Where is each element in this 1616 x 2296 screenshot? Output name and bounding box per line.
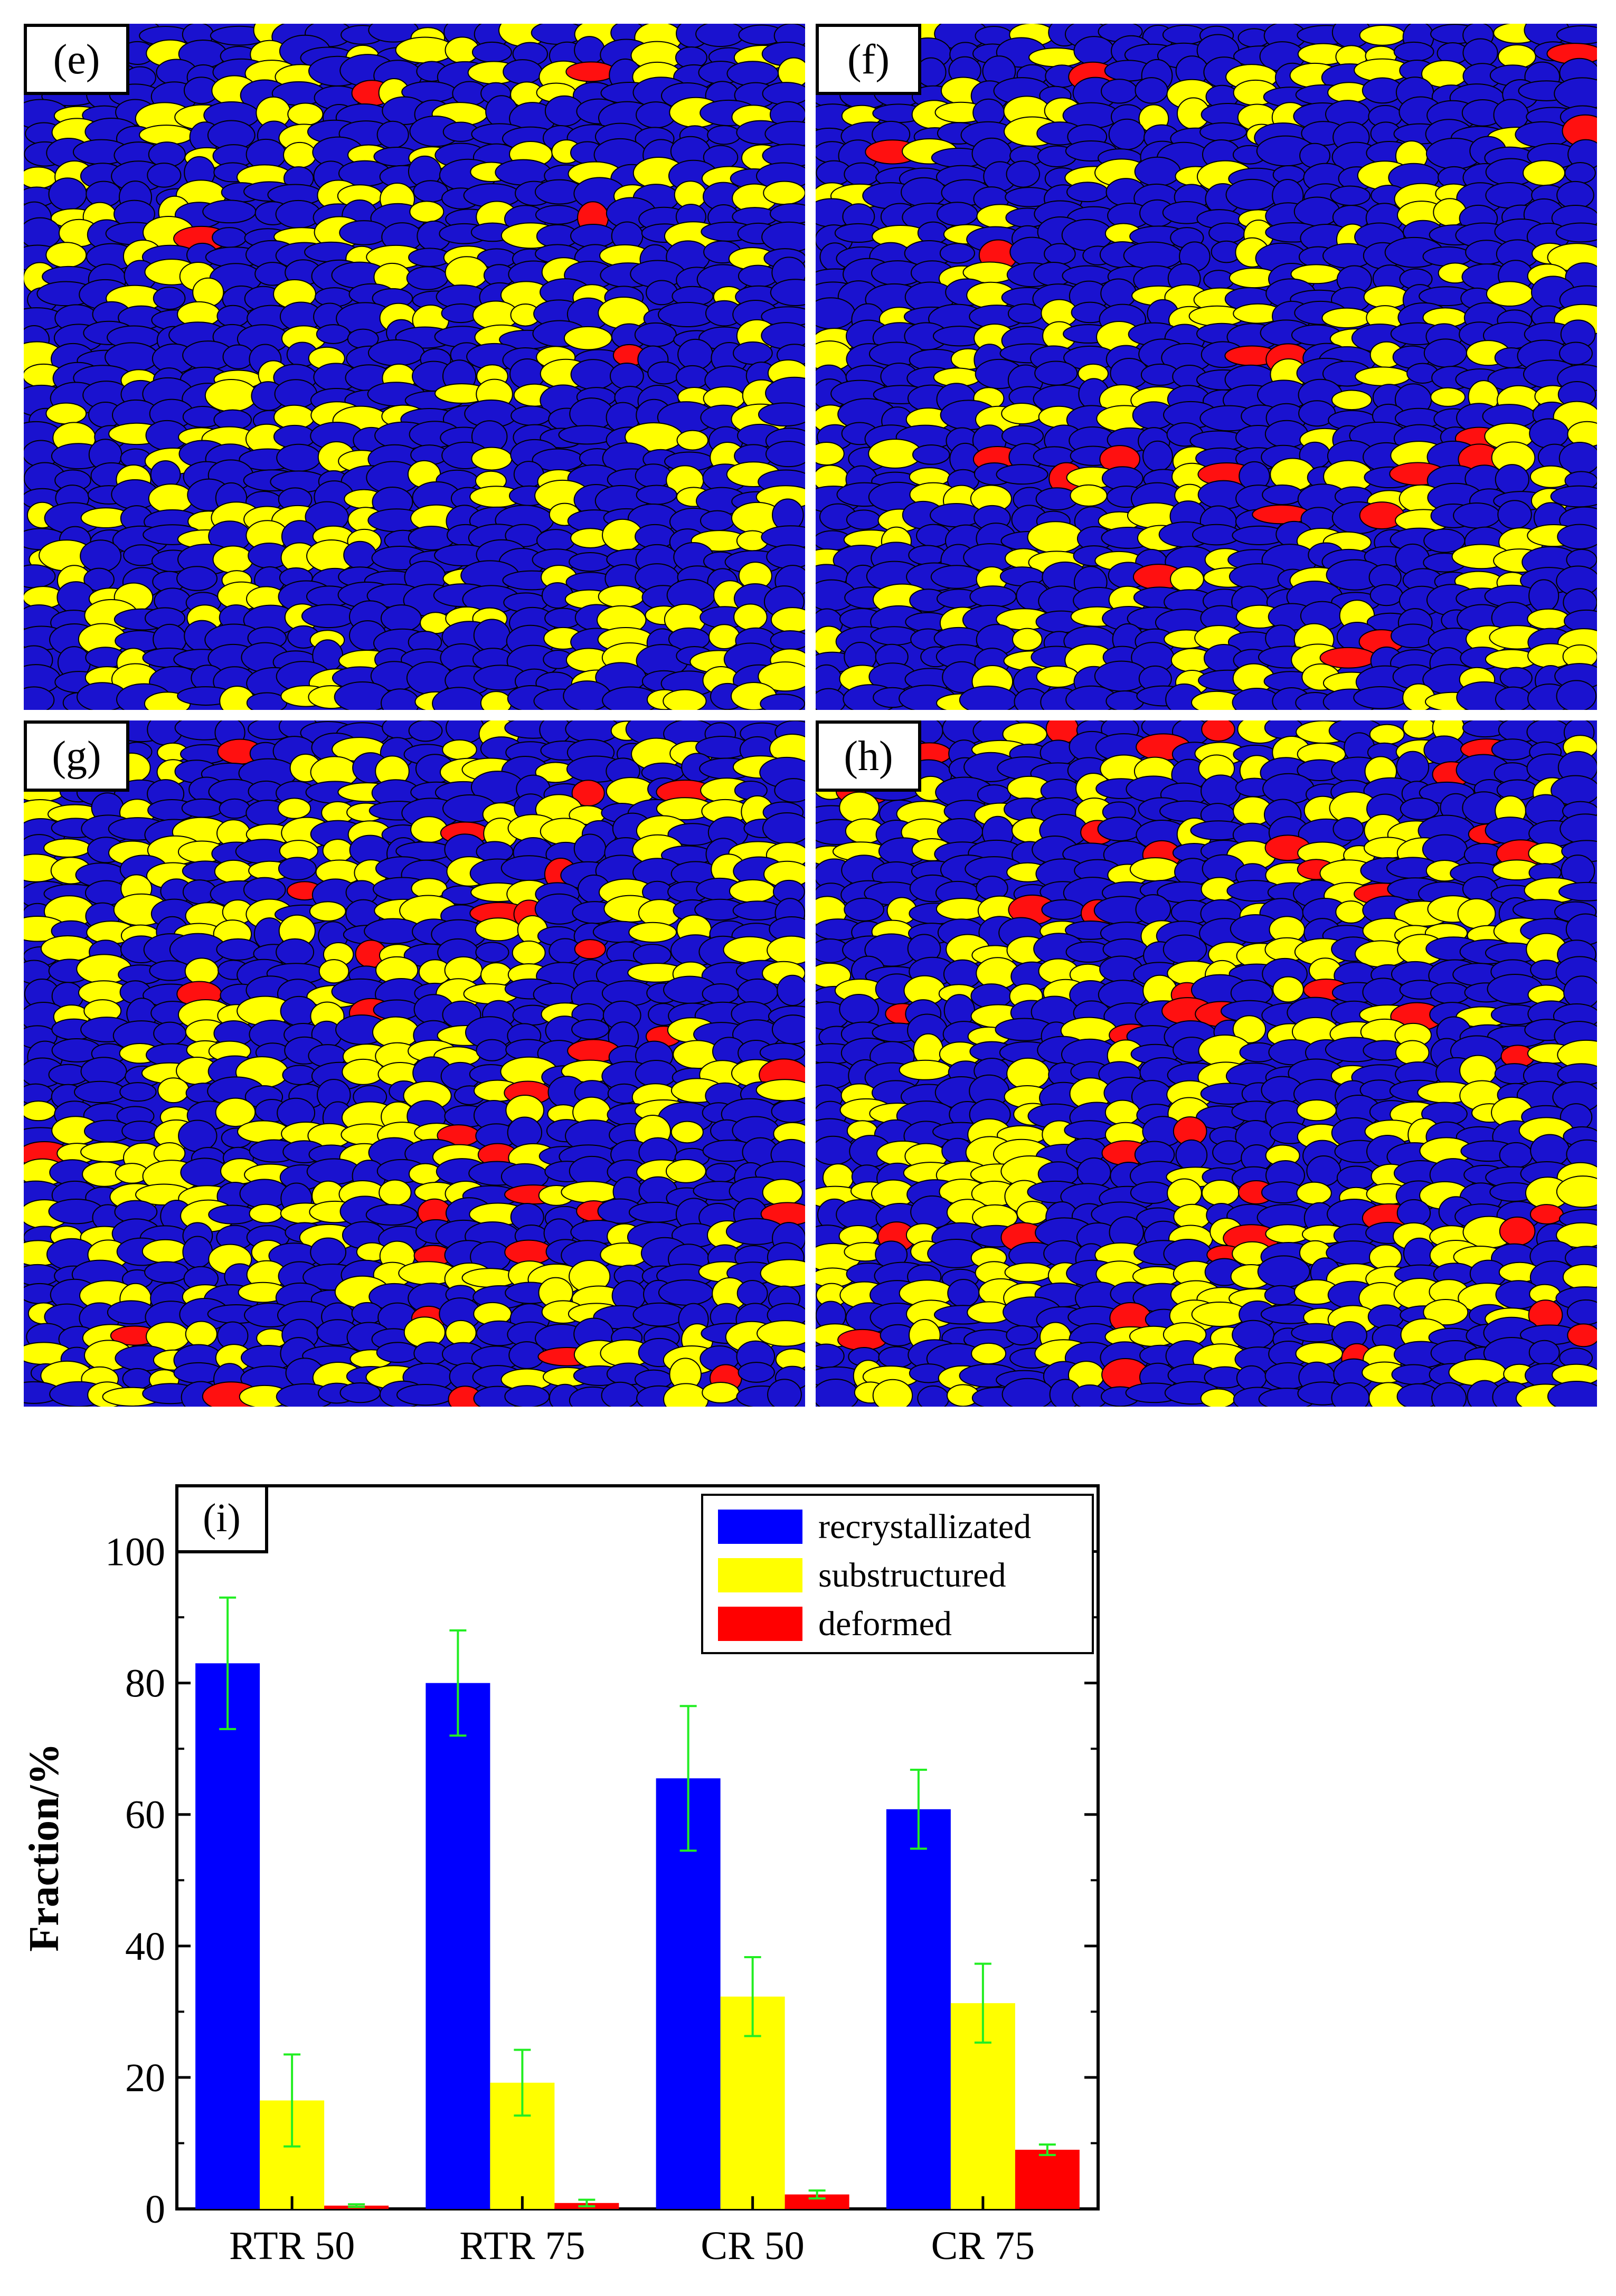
map-h-graphic bbox=[816, 720, 1597, 1407]
y-tick-label: 100 bbox=[105, 1530, 165, 1574]
x-tick-label: RTR 50 bbox=[229, 2224, 355, 2268]
y-tick-label: 40 bbox=[125, 1924, 165, 1969]
bar-recrystallizated-RTR-50 bbox=[195, 1663, 260, 2209]
bar-deformed-CR-75 bbox=[1015, 2149, 1080, 2209]
panel-label-i: (i) bbox=[203, 1496, 241, 1540]
map-panel-f: (f) bbox=[816, 24, 1597, 710]
bar-recrystallizated-CR-75 bbox=[886, 1809, 951, 2209]
legend-label-deformed: deformed bbox=[818, 1605, 952, 1643]
map-panel-e: (e) bbox=[24, 24, 805, 710]
y-tick-label: 80 bbox=[125, 1662, 165, 1706]
legend-swatch-substructured bbox=[718, 1558, 802, 1592]
legend-swatch-deformed bbox=[718, 1607, 802, 1641]
map-e-graphic bbox=[24, 24, 805, 710]
y-tick-label: 20 bbox=[125, 2056, 165, 2100]
x-tick-label: RTR 75 bbox=[459, 2224, 585, 2268]
legend-swatch-recrystallizated bbox=[718, 1510, 802, 1544]
map-panel-h: (h) bbox=[816, 720, 1597, 1407]
panel-label-e: (e) bbox=[24, 24, 129, 95]
y-tick-label: 60 bbox=[125, 1793, 165, 1837]
legend-label-substructured: substructured bbox=[818, 1556, 1006, 1595]
panel-label-h: (h) bbox=[816, 720, 921, 792]
map-f-graphic bbox=[816, 24, 1597, 710]
bar-recrystallizated-RTR-75 bbox=[426, 1683, 490, 2209]
legend-label-recrystallizated: recrystallizated bbox=[818, 1507, 1031, 1546]
panel-label-g: (g) bbox=[24, 720, 129, 792]
x-tick-label: CR 75 bbox=[931, 2224, 1035, 2268]
map-g-graphic bbox=[24, 720, 805, 1407]
panel-label-f: (f) bbox=[816, 24, 921, 95]
x-tick-label: CR 50 bbox=[701, 2224, 804, 2268]
fraction-bar-chart: 0 20 40 60 80 100 Fraction/% RTR 50 RTR 75 CR 50 C… bbox=[0, 1436, 1161, 2293]
y-tick-label: 0 bbox=[145, 2187, 165, 2232]
y-axis-label: Fraction/% bbox=[21, 1743, 68, 1951]
plot-frame bbox=[175, 1484, 1100, 2210]
chart-svg: 0 20 40 60 80 100 Fraction/% RTR 50 RTR 75 CR 50 C… bbox=[21, 1484, 1100, 2268]
map-panel-g: (g) bbox=[24, 720, 805, 1407]
panel-label-i-box bbox=[175, 1484, 268, 1553]
